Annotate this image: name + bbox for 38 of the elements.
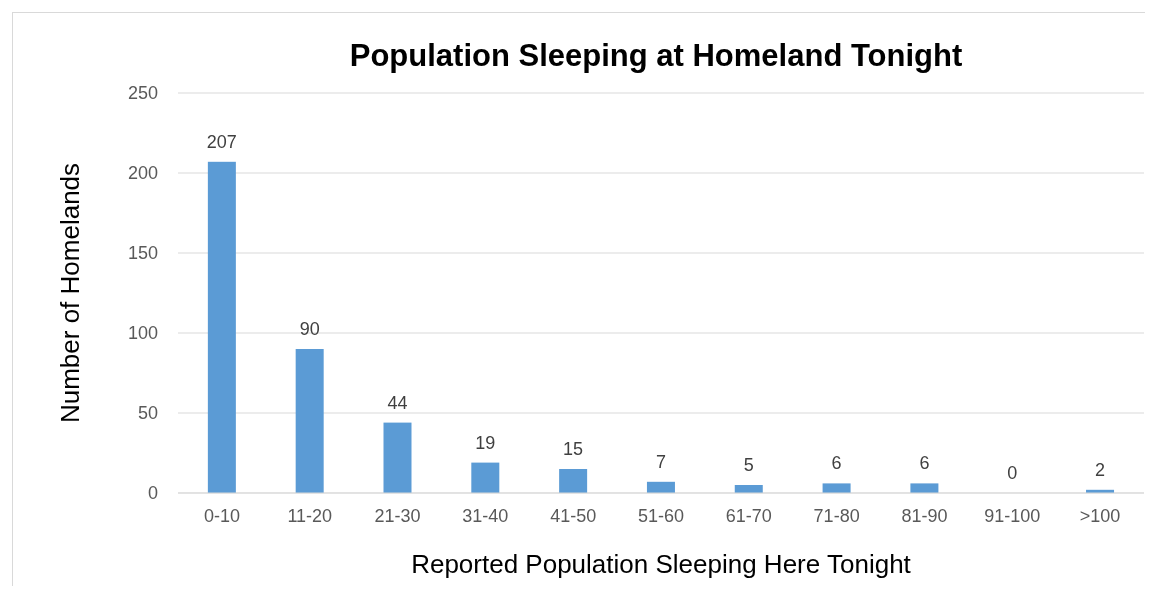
data-label: 7 xyxy=(655,451,666,472)
data-label: 6 xyxy=(831,453,842,474)
y-axis-title: Number of Homelands xyxy=(55,162,86,424)
x-axis-title: Reported Population Sleeping Here Tonight xyxy=(411,549,912,579)
data-label: 0 xyxy=(1007,463,1018,483)
x-tick-label: 31-40 xyxy=(462,505,509,526)
data-label: 44 xyxy=(387,392,408,413)
x-tick-label: 0-10 xyxy=(203,505,240,526)
x-tick-label: 41-50 xyxy=(550,505,597,526)
bar xyxy=(559,469,588,493)
x-tick-label: 21-30 xyxy=(374,505,421,526)
data-label: 19 xyxy=(475,432,496,453)
y-tick-label: 50 xyxy=(137,403,158,424)
bar xyxy=(822,483,851,493)
bar xyxy=(471,462,500,493)
bar xyxy=(383,422,412,493)
x-tick-label: 71-80 xyxy=(813,505,860,526)
data-label: 6 xyxy=(919,453,930,474)
x-tick-label: 11-20 xyxy=(287,505,333,526)
x-tick-label: 51-60 xyxy=(637,505,685,526)
data-label: 5 xyxy=(743,455,754,475)
x-tick-label: >100 xyxy=(1079,505,1121,526)
data-label: 207 xyxy=(206,131,237,152)
y-tick-label: 150 xyxy=(127,243,158,264)
bar xyxy=(910,483,939,493)
bar xyxy=(295,349,324,493)
y-tick-label: 200 xyxy=(127,163,158,184)
data-label: 2 xyxy=(1095,459,1106,480)
y-tick-label: 0 xyxy=(147,483,158,504)
x-tick-label: 91-100 xyxy=(984,505,1041,526)
y-tick-label: 250 xyxy=(127,83,158,104)
data-label: 90 xyxy=(299,319,320,339)
chart-title: Population Sleeping at Homeland Tonight xyxy=(348,38,964,74)
y-tick-label: 100 xyxy=(127,323,158,344)
x-tick-label: 81-90 xyxy=(901,505,948,526)
data-label: 15 xyxy=(563,439,584,459)
x-tick-label: 61-70 xyxy=(725,505,772,526)
bar xyxy=(207,161,236,493)
